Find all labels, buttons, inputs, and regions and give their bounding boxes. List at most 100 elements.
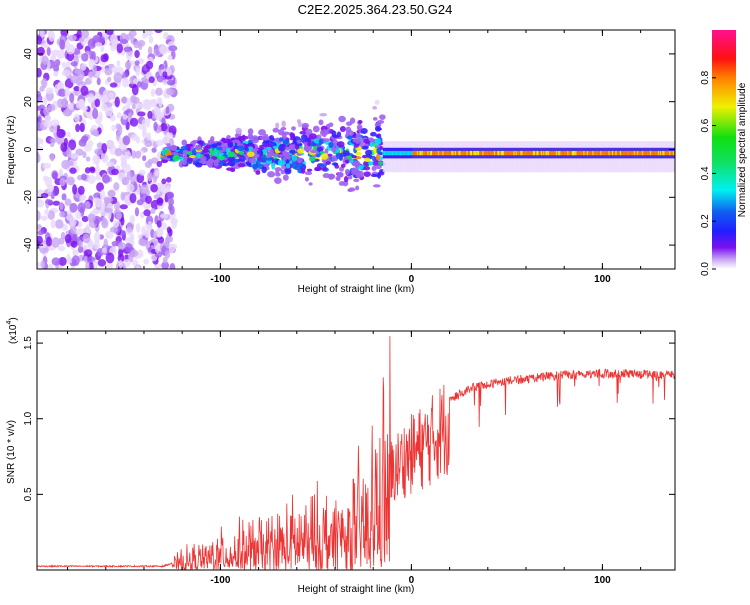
spectrogram-cell bbox=[493, 150, 496, 156]
spectrogram-cell bbox=[150, 183, 158, 193]
spectrogram-cell bbox=[561, 150, 564, 156]
spectrogram-cell bbox=[346, 155, 353, 159]
chart-title: C2E2.2025.364.23.50.G24 bbox=[298, 2, 453, 17]
spectrogram-cell bbox=[393, 150, 395, 156]
spectrogram-cell bbox=[45, 236, 53, 247]
spectrogram-cell bbox=[355, 151, 362, 156]
spectrogram-cell bbox=[564, 150, 567, 156]
spectrogram-cell bbox=[388, 150, 391, 156]
spectrogram-cell bbox=[336, 177, 341, 181]
spectrogram-cell bbox=[121, 176, 130, 186]
spectrogram-cell bbox=[304, 176, 309, 182]
spectrogram-cell bbox=[479, 150, 481, 156]
spectrogram-cell bbox=[534, 150, 536, 156]
spectrogram-cell bbox=[144, 229, 150, 238]
spectrogram-cell bbox=[507, 150, 510, 156]
spectrogram-cell bbox=[87, 93, 95, 104]
spectrogram-cell bbox=[44, 114, 52, 122]
spectrogram-cell bbox=[568, 150, 571, 156]
spectrogram-cell bbox=[641, 150, 644, 156]
spectrogram-cell bbox=[566, 150, 568, 156]
spectrogram-cell bbox=[156, 228, 163, 238]
spectrogram-cell bbox=[653, 150, 655, 156]
spectrogram-cell bbox=[436, 150, 439, 156]
spectrogram-cell bbox=[66, 176, 75, 186]
spectrogram-cell bbox=[501, 150, 504, 156]
spectrogram-cell bbox=[69, 202, 78, 213]
spectrogram-cell bbox=[77, 202, 86, 214]
spectrogram-cell bbox=[79, 122, 85, 133]
spectrogram-cell bbox=[60, 231, 66, 240]
spectrogram-cell bbox=[135, 103, 144, 109]
spectrogram-cell bbox=[85, 224, 91, 235]
spectrogram-cell bbox=[147, 110, 153, 120]
spectrogram-cell bbox=[58, 168, 63, 178]
spectrogram-cell bbox=[482, 150, 485, 156]
spectrogram-cell bbox=[442, 150, 444, 156]
spectrogram-cell bbox=[265, 146, 272, 150]
spectrogram-cell bbox=[70, 240, 78, 248]
spectrogram-cell bbox=[607, 150, 609, 156]
spectrogram-cell bbox=[407, 150, 410, 156]
spectrogram-cell bbox=[656, 150, 659, 156]
spectrogram-cell bbox=[72, 249, 79, 257]
spectrogram-cell bbox=[285, 159, 290, 164]
spectrogram-cell bbox=[363, 166, 371, 171]
spectrogram-cell bbox=[119, 39, 128, 45]
spectrogram-cell bbox=[540, 150, 543, 156]
spectrogram-cell bbox=[462, 150, 465, 156]
spectrogram-cell bbox=[45, 199, 53, 205]
spectrogram-cell bbox=[85, 156, 91, 162]
snr-xlabel: Height of straight line (km) bbox=[298, 584, 415, 595]
spectrogram-cell bbox=[169, 263, 176, 269]
spectrogram-cell bbox=[41, 42, 50, 49]
spectrogram-cell bbox=[376, 171, 382, 179]
spectrogram-cell bbox=[69, 224, 77, 235]
spectrogram-cell bbox=[155, 71, 160, 79]
spectrogram-cell bbox=[289, 149, 296, 154]
spectrogram-cell bbox=[136, 249, 144, 259]
x-tick-label: 100 bbox=[594, 274, 611, 285]
spectrogram-cell bbox=[342, 150, 350, 157]
spectrogram-cell bbox=[82, 233, 91, 244]
spectrogram-cell bbox=[81, 135, 89, 142]
spectrogram-cell bbox=[360, 127, 368, 135]
spectrogram-cell bbox=[382, 150, 385, 156]
spectrogram-cell bbox=[504, 150, 506, 156]
spectrogram-cell bbox=[498, 150, 501, 156]
spectrogram-cell bbox=[551, 150, 553, 156]
spectrogram-cell bbox=[474, 150, 477, 156]
spectrogram-cell bbox=[629, 150, 631, 156]
spectrogram-cell bbox=[114, 148, 123, 157]
spectrogram-cell bbox=[81, 52, 89, 62]
spectrogram-cell bbox=[54, 84, 60, 94]
spectrogram-cell bbox=[75, 123, 81, 133]
spectrogram-cell bbox=[559, 150, 561, 156]
spectrogram-cell bbox=[636, 150, 638, 156]
spectrogram-cell bbox=[244, 147, 249, 152]
spectrogram-cell bbox=[545, 150, 548, 156]
spectrogram-cell bbox=[134, 49, 140, 59]
spectrogram-cell bbox=[319, 112, 328, 117]
spectrogram-cell bbox=[376, 147, 381, 155]
spectrogram-cell bbox=[514, 150, 517, 156]
spectrogram-cell bbox=[446, 150, 449, 156]
spectrogram-cell bbox=[322, 131, 327, 138]
spectrogram-cell bbox=[104, 207, 113, 214]
spectrogram-cell bbox=[427, 150, 430, 156]
spectrogram-cell bbox=[89, 167, 96, 174]
x-tick-label: 0 bbox=[409, 274, 415, 285]
spectrogram-cell bbox=[247, 151, 255, 158]
spectrogram-cell bbox=[673, 150, 675, 156]
spectrogram-cell bbox=[236, 145, 245, 152]
spectrogram-cell bbox=[282, 151, 290, 156]
spectrogram-cell bbox=[160, 222, 167, 230]
spectrogram-cell bbox=[536, 150, 538, 156]
y-tick-label: 40 bbox=[23, 48, 34, 60]
spectrogram-cell bbox=[107, 140, 115, 149]
spectrogram-cell bbox=[402, 150, 404, 156]
spectrogram-cell bbox=[59, 211, 65, 218]
spectrogram-cell bbox=[309, 133, 317, 140]
spectrogram-cell bbox=[60, 30, 69, 37]
spectrogram-cell bbox=[581, 150, 583, 156]
